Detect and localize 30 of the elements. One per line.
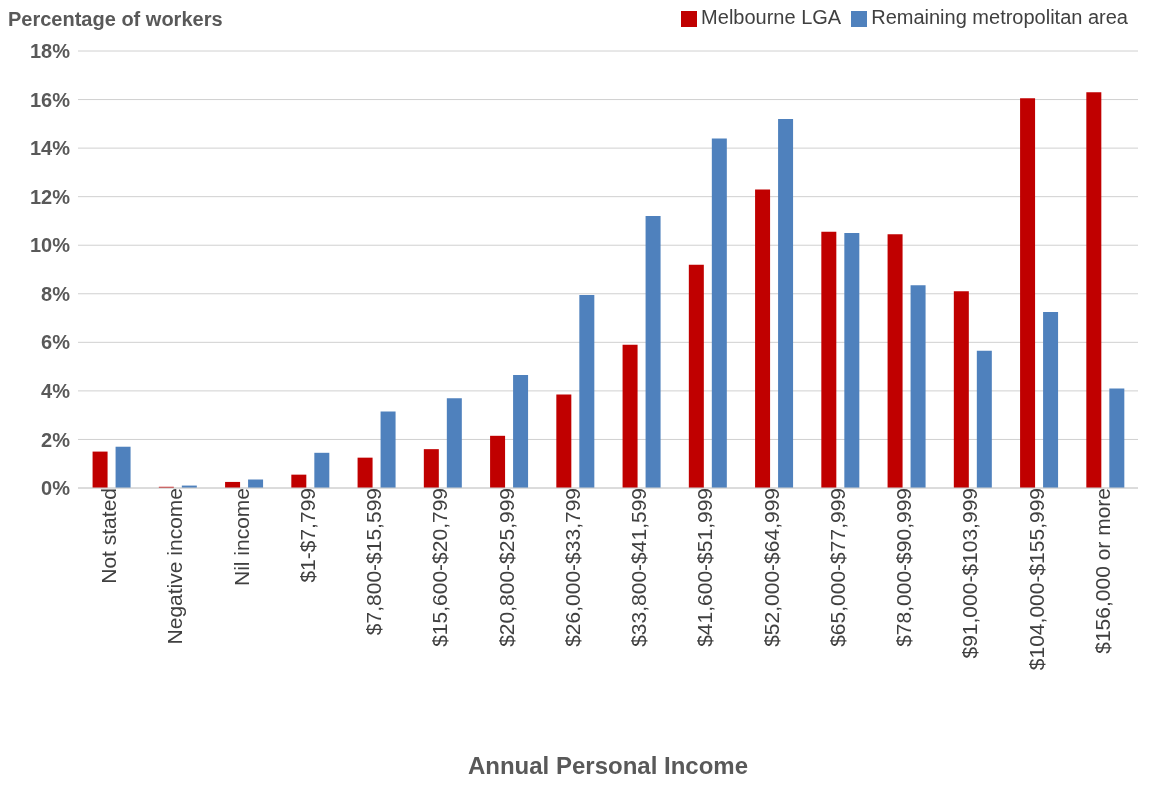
x-tick-label: $1-$7,799: [295, 488, 319, 583]
y-tick-label: 8%: [41, 282, 71, 305]
x-tick-label: $33,800-$41,599: [627, 488, 651, 647]
x-tick-label: $65,000-$77,999: [825, 488, 849, 647]
y-tick-label: 12%: [29, 185, 71, 208]
x-tick-label: Nil income: [229, 488, 253, 587]
y-tick-label: 18%: [29, 40, 71, 63]
y-tick-label: 2%: [41, 428, 71, 451]
x-tick-label: $156,000 or more: [1090, 488, 1114, 654]
y-tick-label: 10%: [29, 234, 71, 257]
x-tick-label: $104,000-$155,999: [1024, 488, 1048, 671]
y-tick-label: 6%: [41, 331, 71, 354]
x-axis-title: Annual Personal Income: [467, 752, 749, 779]
y-tick-label: 0%: [41, 477, 71, 500]
x-tick-label: Not stated: [97, 488, 121, 584]
x-tick-label: $52,000-$64,999: [759, 488, 783, 647]
x-tick-label: $41,600-$51,999: [693, 488, 717, 647]
x-tick-label: $20,800-$25,999: [494, 488, 518, 647]
legend-label: Melbourne LGA: [701, 6, 842, 28]
y-axis-title: Percentage of workers: [8, 8, 223, 31]
x-tick-label: $15,600-$20,799: [428, 488, 452, 647]
y-tick-label: 14%: [29, 137, 71, 160]
y-tick-label: 4%: [41, 379, 71, 402]
x-tick-label: $78,000-$90,999: [892, 488, 916, 647]
y-tick-label: 16%: [29, 88, 71, 111]
legend-label: Remaining metropolitan area: [871, 6, 1128, 28]
x-tick-label: $91,000-$103,999: [958, 488, 982, 659]
x-tick-label: $26,000-$33,799: [560, 488, 584, 647]
x-tick-label: Negative income: [163, 488, 187, 645]
x-tick-label: $7,800-$15,599: [362, 488, 386, 636]
